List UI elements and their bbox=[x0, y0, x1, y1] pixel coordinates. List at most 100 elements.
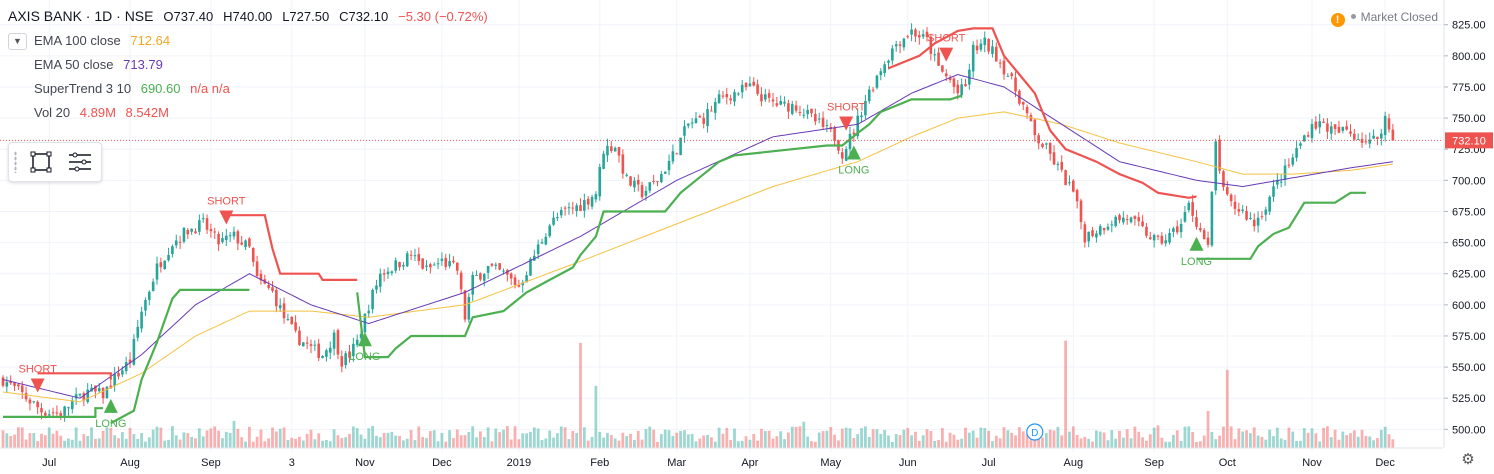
candle-body bbox=[1199, 228, 1202, 231]
volume-bar bbox=[698, 438, 702, 448]
candle-body bbox=[1279, 181, 1283, 183]
candle-body bbox=[194, 231, 197, 234]
legend-supertrend[interactable]: SuperTrend 3 10 690.60 n/a n/a bbox=[34, 81, 230, 96]
volume-bar bbox=[1376, 438, 1379, 448]
volume-bar bbox=[760, 428, 763, 448]
volume-bar bbox=[840, 428, 844, 448]
candle-body bbox=[663, 171, 667, 174]
candle-body bbox=[267, 285, 270, 288]
short-signal-arrow bbox=[839, 116, 854, 131]
candle-body bbox=[1, 377, 5, 386]
candle-body bbox=[1264, 209, 1268, 215]
candle-body bbox=[517, 284, 521, 287]
indicator-value: 713.79 bbox=[123, 57, 163, 72]
legend-ema50[interactable]: EMA 50 close 713.79 bbox=[34, 57, 163, 72]
volume-bar bbox=[317, 433, 321, 448]
volume-bar bbox=[848, 428, 852, 448]
candle-body bbox=[20, 385, 24, 393]
volume-bar bbox=[1291, 431, 1295, 448]
volume-bar bbox=[763, 431, 767, 448]
volume-bar bbox=[321, 440, 324, 448]
y-tick-label: 500.00 bbox=[1452, 424, 1486, 436]
volume-bar bbox=[1175, 430, 1179, 448]
candle-body bbox=[209, 229, 213, 232]
drag-handle[interactable] bbox=[14, 151, 17, 173]
candle-body bbox=[1087, 231, 1090, 242]
candle-body bbox=[1306, 135, 1310, 137]
candle-body bbox=[479, 273, 482, 280]
volume-bar bbox=[652, 429, 656, 448]
volume-bar bbox=[602, 437, 605, 448]
candle-body bbox=[983, 37, 987, 46]
rectangle-tool-icon[interactable] bbox=[29, 150, 53, 174]
gear-icon[interactable]: ⚙ bbox=[1461, 451, 1475, 468]
candle-body bbox=[5, 382, 9, 387]
candle-body bbox=[844, 149, 848, 161]
candle-body bbox=[394, 260, 397, 271]
volume-bar bbox=[1018, 427, 1021, 448]
candle-body bbox=[498, 263, 501, 270]
volume-bar bbox=[86, 436, 90, 448]
volume-bar bbox=[552, 437, 555, 448]
volume-bar bbox=[579, 342, 582, 448]
collapse-legend-button[interactable]: ▼ bbox=[8, 33, 27, 50]
format-lines-icon[interactable] bbox=[67, 150, 93, 174]
volume-bar bbox=[1299, 440, 1302, 448]
volume-bar bbox=[1275, 427, 1279, 448]
legend-ema100[interactable]: EMA 100 close 712.64 bbox=[34, 33, 170, 48]
volume-bar bbox=[536, 428, 540, 448]
candle-body bbox=[290, 316, 294, 325]
ema100-line bbox=[2, 111, 1393, 403]
x-tick-label: Nov bbox=[355, 457, 375, 469]
volume-bar bbox=[251, 441, 255, 448]
candle-body bbox=[332, 332, 336, 349]
market-status[interactable]: ! Market Closed bbox=[1330, 10, 1438, 27]
candle-body bbox=[948, 77, 952, 81]
candle-body bbox=[1387, 118, 1391, 130]
volume-bar bbox=[113, 435, 117, 448]
candle-body bbox=[494, 264, 498, 266]
candle-body bbox=[1068, 182, 1071, 184]
candle-body bbox=[521, 282, 525, 286]
candle-body bbox=[794, 105, 798, 111]
volume-bar bbox=[332, 429, 336, 448]
candle-body bbox=[1098, 226, 1102, 235]
candle-body bbox=[875, 75, 879, 88]
candle-body bbox=[556, 217, 559, 219]
volume-bar bbox=[1118, 430, 1121, 448]
volume-bar bbox=[1137, 431, 1141, 448]
candle-body bbox=[363, 313, 367, 333]
volume-bar bbox=[590, 436, 594, 448]
candle-body bbox=[105, 386, 109, 399]
candle-body bbox=[432, 264, 436, 266]
candle-body bbox=[17, 384, 20, 387]
candle-body bbox=[856, 115, 859, 137]
candle-body bbox=[860, 115, 863, 118]
volume-bar bbox=[659, 434, 663, 448]
volume-bar bbox=[1044, 433, 1048, 448]
volume-bar bbox=[309, 429, 313, 448]
candle-body bbox=[525, 275, 528, 283]
candle-body bbox=[1010, 73, 1013, 77]
volume-bar bbox=[987, 430, 990, 448]
volume-bar bbox=[490, 441, 494, 448]
short-signal-label: SHORT bbox=[18, 363, 57, 375]
volume-bar bbox=[298, 436, 301, 448]
legend-volume[interactable]: Vol 20 4.89M 8.542M bbox=[34, 105, 169, 120]
candle-body bbox=[348, 351, 351, 358]
candle-body bbox=[975, 45, 979, 51]
candle-body bbox=[251, 248, 255, 262]
volume-bar bbox=[1222, 426, 1225, 448]
volume-bar bbox=[1349, 433, 1352, 448]
symbol-title[interactable]: AXIS BANK · 1D · NSE bbox=[8, 8, 154, 24]
volume-bar bbox=[340, 438, 344, 448]
candle-body bbox=[232, 231, 236, 237]
volume-bar bbox=[505, 426, 509, 448]
volume-bar bbox=[1121, 437, 1125, 448]
volume-bar bbox=[513, 426, 517, 448]
volume-bar bbox=[336, 435, 340, 448]
volume-bar bbox=[117, 438, 120, 448]
volume-bar bbox=[228, 432, 232, 448]
y-tick-label: 775.00 bbox=[1452, 82, 1486, 94]
